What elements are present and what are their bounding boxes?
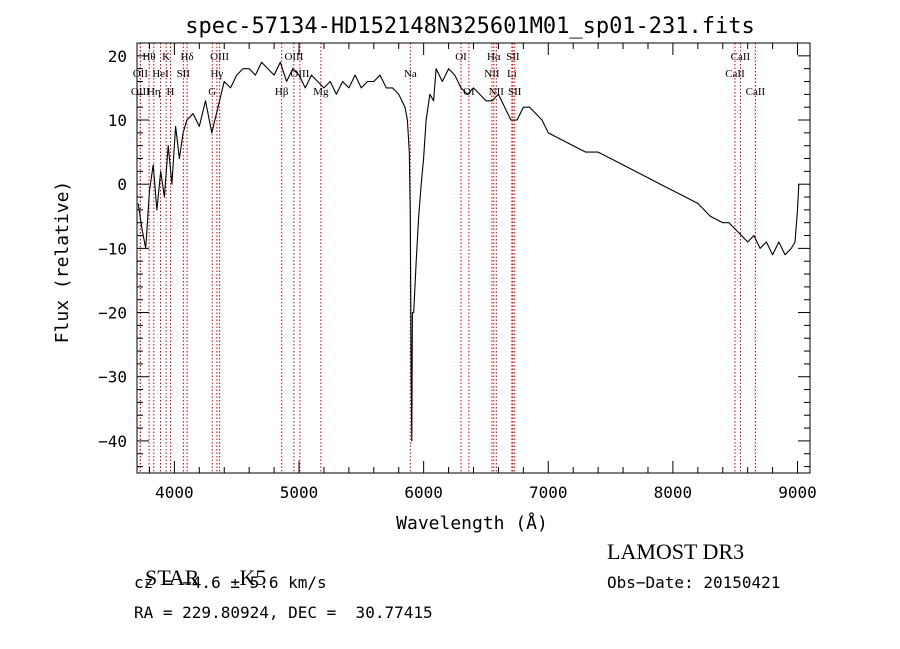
subclass-label: K5	[239, 565, 267, 590]
x-axis-label: Wavelength (Å)	[396, 512, 548, 534]
y-tick-label: 20	[108, 47, 127, 66]
x-tick-label: 6000	[404, 483, 443, 502]
spectral-line-label: H	[167, 86, 175, 98]
x-tick-label: 4000	[155, 483, 194, 502]
spectral-line-label: Mg	[313, 86, 329, 98]
spectral-line-label: CaII	[731, 51, 751, 63]
spectral-line-label: NII	[489, 86, 505, 98]
spectral-line-label: SII	[177, 68, 191, 80]
flux-series-line	[137, 61, 800, 442]
y-tick-label: −30	[98, 368, 127, 387]
y-tick-label: 10	[108, 111, 127, 130]
y-axis-label: Flux (relative)	[52, 181, 73, 344]
spectral-line-label: Hα	[487, 51, 501, 63]
spectral-line-label: Hθ	[142, 51, 155, 63]
obs-date-text: Obs−Date: 20150421	[607, 573, 781, 592]
spectral-line-label: OIII	[131, 86, 150, 98]
redshift-text: cz = −4.6 ± 5.6 km/s	[134, 573, 327, 592]
spectral-line-label: NII	[484, 68, 500, 80]
spectral-line-label: OIII	[210, 51, 229, 63]
spectral-line-label: OIII	[284, 51, 303, 63]
x-tick-label: 5000	[280, 483, 319, 502]
y-tick-label: −10	[98, 239, 127, 258]
y-tick-label: 0	[117, 175, 127, 194]
survey-label: LAMOST DR3	[607, 539, 745, 564]
class-label: STAR	[145, 565, 200, 590]
chart-title: spec-57134-HD152148N325601M01_sp01-231.f…	[185, 14, 755, 39]
spectral-line-label: CaII	[746, 86, 766, 98]
spectral-line-label: Hδ	[181, 51, 194, 63]
axes-layer: 4000 5000 6000 7000 8000 9000 −40 −30 −20 −10 0 10 2…	[98, 42, 817, 502]
spectral-line-label: SII	[508, 86, 522, 98]
spectral-line-label: Hβ	[275, 86, 289, 98]
plot-frame	[136, 42, 811, 474]
spectral-line-label: Hγ	[210, 68, 223, 80]
spectral-line-label: K	[162, 51, 170, 63]
x-tick-label: 7000	[529, 483, 568, 502]
spectral-line-label: HeI	[152, 68, 169, 80]
spectral-line-label: CaII	[725, 68, 745, 80]
x-tick-label: 9000	[778, 483, 817, 502]
coords-text: RA = 229.80924, DEC = 30.77415	[134, 603, 433, 622]
spectral-line-label: G	[208, 86, 216, 98]
spectral-line-label: SII	[506, 51, 520, 63]
y-tick-label: −40	[98, 432, 127, 451]
y-tick-label: −20	[98, 304, 127, 323]
spectral-line-label: Na	[404, 68, 417, 80]
object-class: STAR K5	[134, 539, 266, 591]
spectral-line-label: Hη	[147, 86, 161, 98]
spectral-line-label: Li	[507, 68, 517, 80]
spectral-line-label: OI	[455, 51, 467, 63]
series-layer	[137, 61, 800, 442]
x-tick-label: 8000	[654, 483, 693, 502]
